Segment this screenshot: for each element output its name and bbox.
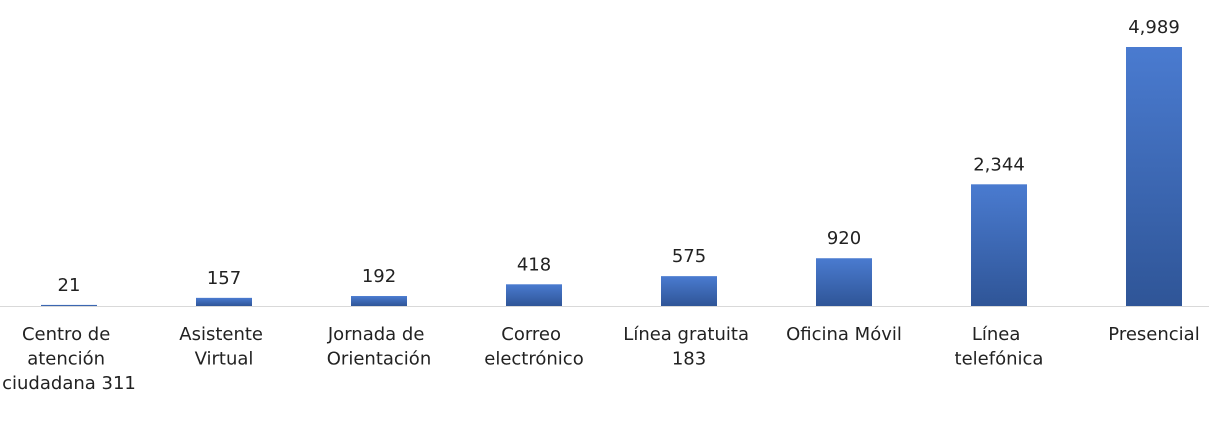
bar <box>971 184 1027 306</box>
data-label: 920 <box>827 228 861 249</box>
data-label: 192 <box>362 266 396 287</box>
data-label: 418 <box>517 254 551 275</box>
x-tick-label: Centro de atención ciudadana 311 <box>2 324 136 394</box>
data-label: 4,989 <box>1128 17 1180 38</box>
x-tick-label: Presencial <box>1108 324 1199 345</box>
data-label: 575 <box>672 246 706 267</box>
data-label: 157 <box>207 268 241 289</box>
x-tick-label: Jornada de Orientación <box>327 324 431 370</box>
data-label: 21 <box>58 275 81 296</box>
x-tick-label: Asistente Virtual <box>179 324 268 370</box>
x-tick-label: Línea telefónica <box>955 324 1044 370</box>
bar <box>661 276 717 306</box>
bar <box>506 284 562 306</box>
bar <box>196 297 252 306</box>
x-tick-label: Oficina Móvil <box>786 324 902 345</box>
data-label: 2,344 <box>973 154 1025 175</box>
bar <box>1126 47 1182 306</box>
bar <box>816 258 872 306</box>
x-tick-label: Línea gratuita 183 <box>623 324 754 370</box>
bar <box>41 304 97 306</box>
x-tick-label: Correo electrónico <box>484 324 583 370</box>
bar <box>351 296 407 306</box>
